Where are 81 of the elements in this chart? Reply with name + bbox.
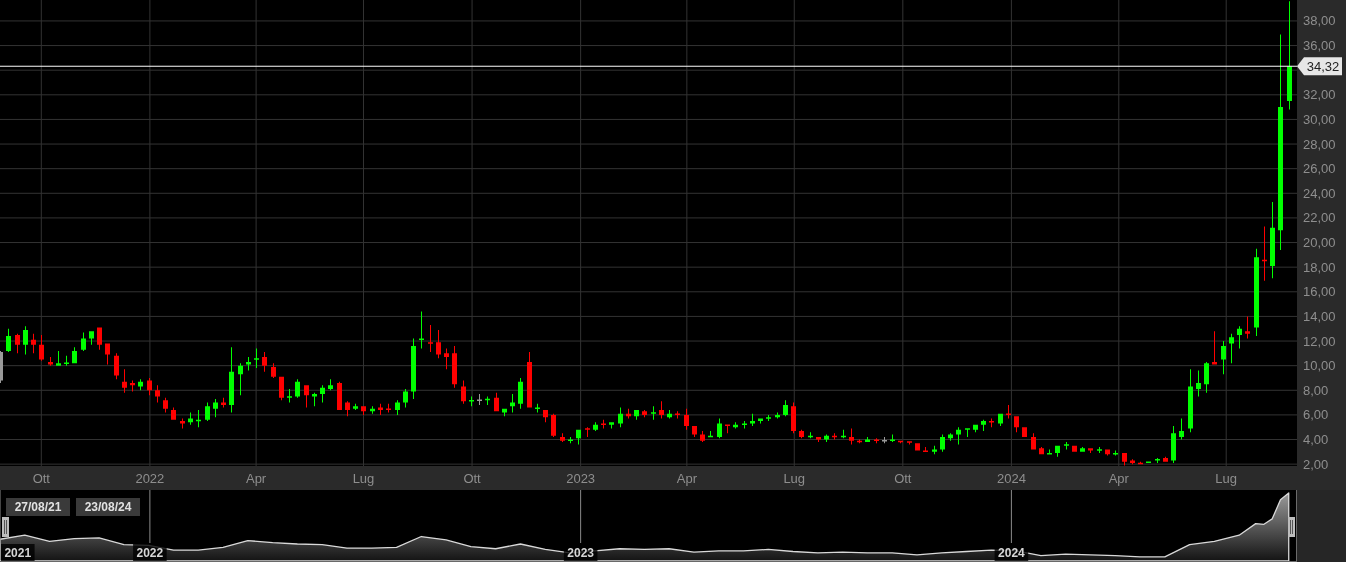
- ref-line-label: 34,32: [1306, 58, 1340, 74]
- y-tick-label: 24,00: [1303, 185, 1336, 201]
- candlestick: [1163, 456, 1168, 462]
- candlestick: [651, 406, 656, 420]
- x-tick-label: 2022: [136, 546, 164, 560]
- y-tick-label: 38,00: [1303, 13, 1336, 29]
- candlestick: [1064, 441, 1069, 450]
- candlestick: [180, 418, 185, 429]
- candlestick: [353, 403, 358, 410]
- candlestick: [923, 446, 928, 452]
- candlestick: [750, 413, 755, 426]
- candlestick: [932, 445, 937, 455]
- candlestick: [328, 379, 333, 391]
- candlestick: [1097, 446, 1102, 454]
- y-tick-label: 22,00: [1303, 210, 1336, 226]
- y-tick-label: 30,00: [1303, 111, 1336, 127]
- candlestick: [64, 355, 69, 366]
- candlestick: [601, 419, 606, 429]
- candlestick: [1080, 446, 1085, 452]
- x-tick-label: Ott: [894, 470, 912, 486]
- y-tick-label: 12,00: [1303, 333, 1336, 349]
- candlestick: [659, 401, 664, 419]
- candlestick: [444, 348, 449, 370]
- x-tick-label: Apr: [1108, 470, 1130, 486]
- candlestick: [535, 403, 540, 413]
- x-tick-label: Lug: [783, 470, 806, 486]
- y-tick-label: 8,00: [1303, 382, 1329, 398]
- x-tick-label: 2024: [998, 546, 1026, 560]
- y-tick-label: 16,00: [1303, 284, 1336, 300]
- x-tick-label: 2023: [566, 470, 596, 486]
- y-tick-label: 36,00: [1303, 38, 1336, 54]
- annotation: 27/08/21: [14, 500, 62, 514]
- candlestick: [915, 443, 920, 451]
- candlestick: [882, 437, 887, 444]
- candlestick: [287, 389, 292, 403]
- y-tick-label: 6,00: [1303, 407, 1329, 423]
- candlestick: [907, 441, 912, 445]
- candlestick: [477, 393, 482, 406]
- candlestick: [766, 414, 771, 422]
- x-tick-label: 2023: [567, 546, 595, 560]
- x-tick-label: Lug: [1215, 470, 1238, 486]
- y-tick-label: 28,00: [1303, 136, 1336, 152]
- candlestick: [568, 437, 573, 444]
- candlestick: [965, 428, 970, 438]
- y-tick-label: 2,00: [1303, 456, 1329, 472]
- y-tick-label: 10,00: [1303, 358, 1336, 374]
- candlestick: [1262, 226, 1267, 281]
- candlestick: [1245, 316, 1250, 339]
- annotation: 23/08/24: [84, 500, 132, 514]
- candlestick: [816, 437, 821, 442]
- candlestick: [981, 419, 986, 431]
- candlestick: [874, 438, 879, 444]
- x-tick-label: 2022: [135, 470, 165, 486]
- candlestick: [419, 311, 424, 349]
- candlestick: [849, 428, 854, 445]
- y-tick-label: 18,00: [1303, 259, 1336, 275]
- x-tick-label: Lug: [352, 470, 375, 486]
- x-tick-label: Apr: [676, 470, 698, 486]
- x-tick-label: Apr: [245, 470, 267, 486]
- x-tick-label: Ott: [32, 470, 51, 486]
- candlestick: [105, 343, 110, 365]
- candlestick: [890, 434, 895, 442]
- candlestick: [1155, 458, 1160, 463]
- candlestick: [56, 350, 61, 366]
- y-tick-label: 14,00: [1303, 308, 1336, 324]
- candlestick: [585, 427, 590, 438]
- candlestick: [1130, 459, 1135, 465]
- y-tick-label: 32,00: [1303, 87, 1336, 103]
- y-tick-label: 20,00: [1303, 235, 1336, 251]
- candlestick: [89, 331, 94, 345]
- candlestick: [609, 422, 614, 429]
- candlestick: [742, 421, 747, 429]
- candlestick: [560, 433, 565, 442]
- y-tick-label: 4,00: [1303, 432, 1329, 448]
- x-tick-label: Ott: [463, 470, 482, 486]
- x-tick-label: 2024: [996, 470, 1026, 486]
- candlestick: [254, 348, 259, 369]
- x-tick-label: 2021: [4, 546, 32, 560]
- candlestick: [428, 325, 433, 353]
- candlestick: [1088, 448, 1093, 454]
- y-tick-label: 26,00: [1303, 161, 1336, 177]
